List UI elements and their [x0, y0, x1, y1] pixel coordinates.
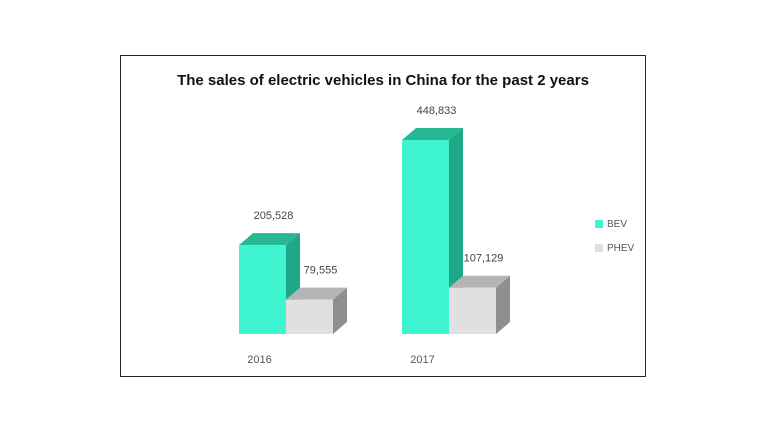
bar-bev-2016 — [239, 245, 286, 334]
bar-phev-2017 — [449, 287, 496, 334]
legend-item-phev: PHEV — [595, 241, 634, 255]
bar-top-bev-2017 — [402, 128, 463, 140]
chart-legend: BEV PHEV — [595, 217, 634, 265]
data-label-bev-2016: 205,528 — [254, 210, 294, 222]
bar-top-phev-2016 — [286, 287, 347, 300]
legend-label-phev: PHEV — [607, 242, 635, 254]
bar-bev-2017 — [402, 140, 449, 334]
legend-swatch-phev — [595, 244, 603, 252]
chart-plot-area: 205,528 79,555 2016 448,833 107,129 2017 — [239, 105, 510, 366]
bar-side-phev-2017 — [496, 275, 510, 334]
legend-label-bev: BEV — [607, 218, 628, 230]
data-label-phev-2017: 107,129 — [464, 253, 504, 265]
x-tick-label-2017: 2017 — [410, 354, 434, 366]
data-label-phev-2016: 79,555 — [304, 265, 338, 277]
bar-phev-2016 — [286, 299, 333, 334]
bar-top-phev-2017 — [449, 275, 510, 288]
legend-swatch-bev — [595, 220, 603, 228]
bar-top-bev-2016 — [239, 233, 300, 246]
bar-side-phev-2016 — [333, 287, 347, 334]
legend-item-bev: BEV — [595, 217, 634, 231]
chart-frame: The sales of electric vehicles in China … — [120, 55, 646, 377]
data-label-bev-2017: 448,833 — [417, 105, 457, 117]
x-tick-label-2016: 2016 — [247, 354, 271, 366]
chart-title: The sales of electric vehicles in China … — [177, 72, 589, 89]
